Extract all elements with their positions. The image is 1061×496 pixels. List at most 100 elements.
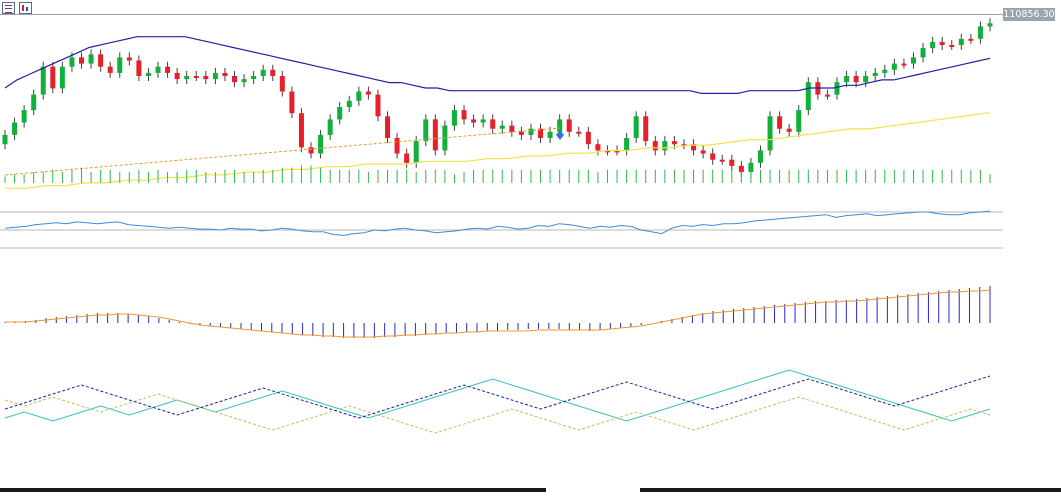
candle-body (88, 54, 94, 64)
candle-body (691, 144, 697, 151)
candle-body (662, 141, 668, 151)
last-price-label: 110856.30 (1003, 8, 1055, 21)
candle-body (576, 131, 582, 134)
candle-body (930, 41, 936, 49)
rsi-line (4, 210, 991, 236)
candle-body (394, 138, 400, 154)
candle-body (729, 159, 735, 166)
stochastic-line-1 (4, 369, 991, 422)
candle-body (232, 76, 238, 83)
list-icon[interactable] (2, 2, 15, 14)
candle-body (12, 122, 18, 135)
candle-body (901, 63, 907, 66)
candle-body (786, 128, 792, 132)
candle-body (59, 66, 65, 89)
candle-body (920, 48, 926, 58)
candle-body (471, 119, 477, 123)
candle-body (212, 72, 218, 80)
candle-body (700, 150, 706, 154)
candle-body (184, 76, 190, 80)
candle-body (423, 119, 429, 142)
candle-body (318, 134, 324, 154)
candle-body (270, 69, 276, 76)
candle-body (566, 119, 572, 132)
bottom-scrollbar[interactable] (0, 488, 1061, 492)
candle-body (614, 150, 620, 153)
candle-body (777, 116, 783, 129)
candle-body (518, 131, 524, 135)
candle-body (585, 131, 591, 145)
scrollbar-track-left (0, 488, 546, 492)
candle-body (949, 45, 955, 47)
candle-body (203, 76, 209, 80)
candle-body (289, 91, 295, 114)
candle-body (2, 134, 8, 145)
candle-body (413, 141, 419, 163)
candle-body (863, 76, 869, 83)
candle-body (251, 76, 257, 80)
chart-toolbar (2, 2, 32, 16)
candle-body (490, 119, 496, 129)
candle-body (31, 94, 37, 111)
candle-body (958, 38, 964, 45)
candle-body (98, 54, 104, 67)
candle-body (719, 159, 725, 162)
candle-body (844, 76, 850, 83)
stochastic-line-2 (4, 393, 991, 434)
candle-body (136, 60, 142, 76)
candle-body (882, 69, 888, 73)
candle-body (298, 113, 304, 148)
candle-body (432, 119, 438, 151)
candle-body (480, 119, 486, 123)
candle-body (117, 57, 123, 73)
candle-body (241, 79, 247, 83)
chart-icon[interactable] (19, 2, 32, 14)
candle-body (604, 150, 610, 153)
candle-body (356, 91, 362, 101)
candle-body (891, 63, 897, 70)
candle-body (308, 147, 314, 154)
candle-body (193, 76, 199, 78)
candle-body (79, 57, 85, 64)
candle-body (155, 66, 161, 73)
rsi-panel (0, 210, 1003, 249)
candle-body (222, 72, 228, 76)
price-panel (0, 14, 1003, 189)
macd-signal-line (5, 289, 991, 338)
ma-slow-line (4, 36, 991, 94)
candle-body (404, 153, 410, 163)
candle-body (910, 57, 916, 64)
scrollbar-track-right (640, 488, 1061, 492)
arrow-marker (556, 130, 564, 140)
candle-body (853, 76, 859, 83)
candle-body (977, 26, 983, 39)
candle-body (595, 144, 601, 151)
candle-body (968, 38, 974, 41)
candle-body (557, 119, 563, 132)
candle-body (69, 57, 75, 67)
candle-body (748, 162, 754, 173)
candle-body (260, 69, 266, 76)
candle-body (375, 94, 381, 117)
candle-body (939, 41, 945, 45)
candle-body (671, 141, 677, 145)
candle-body (499, 125, 505, 129)
candle-body (50, 66, 56, 89)
candle-body (21, 110, 27, 123)
candle-body (624, 138, 630, 151)
candle-body (346, 100, 352, 107)
candle-body (738, 165, 744, 173)
candle-body (538, 128, 544, 138)
candle-body (126, 57, 132, 61)
candle-body (461, 110, 467, 120)
candle-body (509, 125, 515, 132)
candle-body (987, 23, 993, 27)
candle-body (451, 110, 457, 126)
candle-body (834, 82, 840, 95)
candle-body (805, 82, 811, 111)
stochastic-panel (4, 369, 991, 434)
candle-body (174, 72, 180, 80)
candle-body (145, 72, 151, 76)
